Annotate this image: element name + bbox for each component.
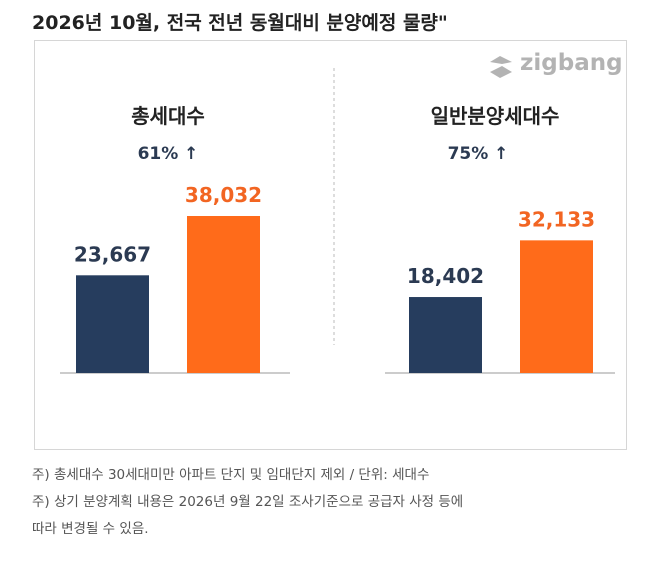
footnote-3: 따라 변경될 수 있음. <box>32 521 149 537</box>
panel-title-general: 일반분양세대수 <box>431 104 560 128</box>
value-label-1-0: 18,402 <box>407 264 484 288</box>
page-title: 2026년 10월, 전국 전년 동월대비 분양예정 물량" <box>32 12 448 34</box>
value-label-1-1: 32,133 <box>518 207 595 231</box>
zigbang-logo-icon <box>490 56 512 78</box>
footnote-2: 주) 상기 분양계획 내용은 2026년 9월 22일 조사기준으로 공급자 사… <box>32 494 464 510</box>
value-label-0-0: 23,667 <box>74 242 151 266</box>
bar-0-1 <box>187 216 260 373</box>
footnotes: 주) 총세대수 30세대미만 아파트 단지 및 임대단지 제외 / 단위: 세대… <box>32 462 463 543</box>
value-label-0-1: 38,032 <box>185 183 262 207</box>
bar-1-0 <box>409 297 482 373</box>
bar-1-1 <box>520 240 593 373</box>
panel-change-total: 61% ↑ <box>138 144 199 164</box>
panel-change-general: 75% ↑ <box>448 144 509 164</box>
panel-title-total: 총세대수 <box>131 104 205 128</box>
footnote-1: 주) 총세대수 30세대미만 아파트 단지 및 임대단지 제외 / 단위: 세대… <box>32 467 430 483</box>
bar-0-0 <box>76 275 149 373</box>
logo-text: zigbang <box>520 50 623 76</box>
